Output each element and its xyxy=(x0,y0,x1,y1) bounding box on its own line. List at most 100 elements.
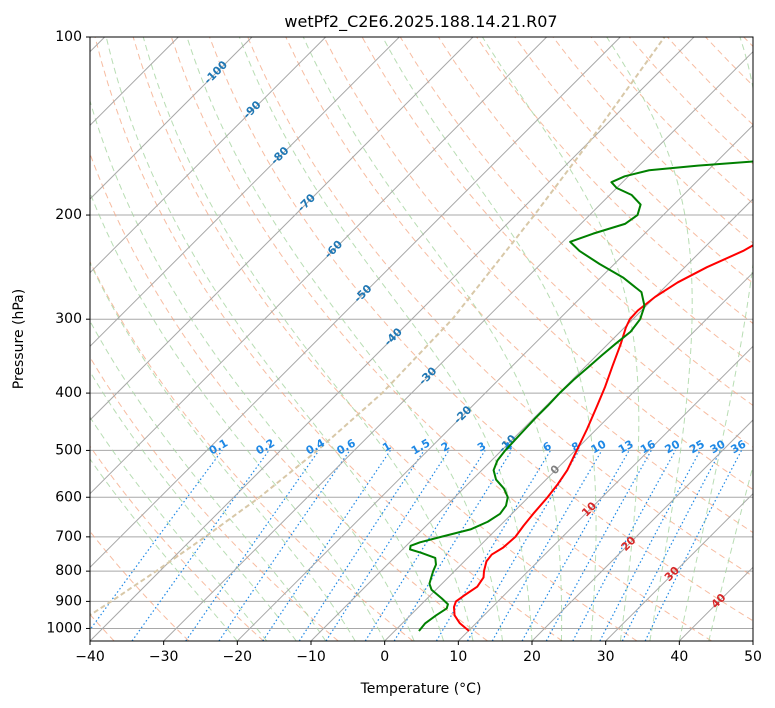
dry-adiabat-line xyxy=(514,37,753,284)
y-tick: 1000 xyxy=(46,620,90,636)
mixing-ratio-line xyxy=(185,450,320,641)
x-tick: −40 xyxy=(75,641,105,665)
mixing-ratio-line xyxy=(644,450,743,641)
x-tick-label: −30 xyxy=(149,649,179,665)
isotherm-line xyxy=(90,37,474,421)
y-tick: 500 xyxy=(55,442,90,458)
y-tick-label: 800 xyxy=(55,563,82,579)
descent-curve-line xyxy=(90,37,666,617)
isotherm-line xyxy=(90,37,327,274)
moist-adiabat-line xyxy=(142,37,474,641)
x-tick: −20 xyxy=(223,641,252,665)
isotherms xyxy=(90,37,753,641)
y-axis-label: Pressure (hPa) xyxy=(11,289,27,389)
dry-adiabat-line xyxy=(323,37,753,491)
dry-adiabat-line xyxy=(170,37,712,641)
y-tick-label: 200 xyxy=(55,207,82,223)
isotherm-line xyxy=(163,50,753,641)
y-tick-label: 300 xyxy=(55,311,82,327)
dry-adiabat-line xyxy=(476,37,753,325)
x-tick: −10 xyxy=(296,641,326,665)
y-tick-label: 900 xyxy=(55,593,82,609)
y-tick: 600 xyxy=(55,489,90,505)
isotherm-line xyxy=(384,271,753,641)
moist-adiabat-line xyxy=(90,458,238,641)
moist-adiabat-line xyxy=(606,37,693,641)
moist-adiabat-line xyxy=(186,37,504,641)
moist-adiabat-line xyxy=(90,191,386,641)
descent-curve xyxy=(90,37,666,617)
x-tick: −30 xyxy=(149,641,179,665)
moist-adiabat-line xyxy=(481,37,640,641)
mixing-ratio-line xyxy=(572,450,677,641)
moist-adiabat-line xyxy=(90,416,268,641)
x-tick: 20 xyxy=(523,641,541,665)
dry-adiabat-line xyxy=(285,37,753,534)
y-tick-label: 500 xyxy=(55,442,82,458)
dewpoint-profile xyxy=(408,160,753,632)
mixing-ratio-lines xyxy=(90,450,743,641)
y-tick: 700 xyxy=(55,529,90,545)
mixing-ratio-line xyxy=(621,450,722,641)
y-tick: 400 xyxy=(55,385,90,401)
moist-adiabat-line xyxy=(678,37,753,641)
moist-adiabat-line xyxy=(708,464,753,641)
x-axis: −40 −30 −20 −10 0 10 20 30 40 50 xyxy=(75,641,762,665)
mixing-ratio-line xyxy=(262,450,391,641)
x-tick-label: 40 xyxy=(670,649,688,665)
isotherm-line xyxy=(310,198,753,641)
dry-adiabat-line xyxy=(90,260,414,641)
isotherm-line xyxy=(90,37,253,200)
y-tick: 100 xyxy=(55,29,90,45)
x-tick-label: 10 xyxy=(449,649,467,665)
mixing-ratio-line xyxy=(521,450,630,641)
dry-adiabats xyxy=(90,37,753,641)
mixing-ratio-line xyxy=(545,450,652,641)
temperature-profile xyxy=(452,244,753,632)
moist-adiabat-line xyxy=(90,261,356,641)
x-tick: 50 xyxy=(744,641,762,665)
y-tick-label: 700 xyxy=(55,529,82,545)
x-tick: 0 xyxy=(380,641,389,665)
isotherm-line xyxy=(531,419,753,641)
dry-adiabat-line xyxy=(132,37,638,641)
y-axis: 100 200 300 400 500 600 700 800 900 1000 xyxy=(46,29,90,636)
dry-adiabat-line xyxy=(94,37,563,641)
y-tick-label: 600 xyxy=(55,489,82,505)
x-tick: 40 xyxy=(670,641,688,665)
moist-adiabat-line xyxy=(90,370,297,641)
isotherm-line xyxy=(605,492,753,641)
x-tick: 30 xyxy=(597,641,615,665)
mixing-ratio-line xyxy=(218,450,351,641)
x-tick: 10 xyxy=(449,641,467,665)
y-tick: 900 xyxy=(55,593,90,609)
dry-adiabat-line xyxy=(90,445,264,641)
x-tick-label: −40 xyxy=(75,649,105,665)
x-tick-label: 0 xyxy=(380,649,389,665)
plot-area: -100-90-80-70-60-50-40-30-20-10010203040… xyxy=(90,37,753,641)
dry-adiabat-line xyxy=(90,356,339,641)
y-tick-label: 400 xyxy=(55,385,82,401)
sounding-profiles xyxy=(408,160,753,632)
chart-title: wetPf2_C2E6.2025.188.14.21.R07 xyxy=(284,12,557,32)
y-tick: 200 xyxy=(55,207,90,223)
mixing-ratio-line xyxy=(90,450,223,631)
x-axis-label: Temperature (°C) xyxy=(360,681,482,697)
y-tick: 800 xyxy=(55,563,90,579)
mixing-ratio-line xyxy=(325,450,450,641)
mixing-ratio-line xyxy=(298,450,425,641)
pressure-gridlines xyxy=(90,37,753,629)
x-tick-label: −10 xyxy=(296,649,326,665)
x-tick-label: 20 xyxy=(523,649,541,665)
moist-adiabat-line xyxy=(90,320,327,641)
isotherm-line xyxy=(457,345,753,641)
moist-adiabat-line xyxy=(302,37,563,641)
x-tick-label: 30 xyxy=(597,649,615,665)
isotherm-line xyxy=(90,37,400,348)
y-tick-label: 1000 xyxy=(46,620,82,636)
moist-adiabat-line xyxy=(238,37,533,641)
isotherm-line xyxy=(90,37,695,641)
isotherm-line xyxy=(90,37,621,569)
isotherm-line xyxy=(90,37,548,495)
